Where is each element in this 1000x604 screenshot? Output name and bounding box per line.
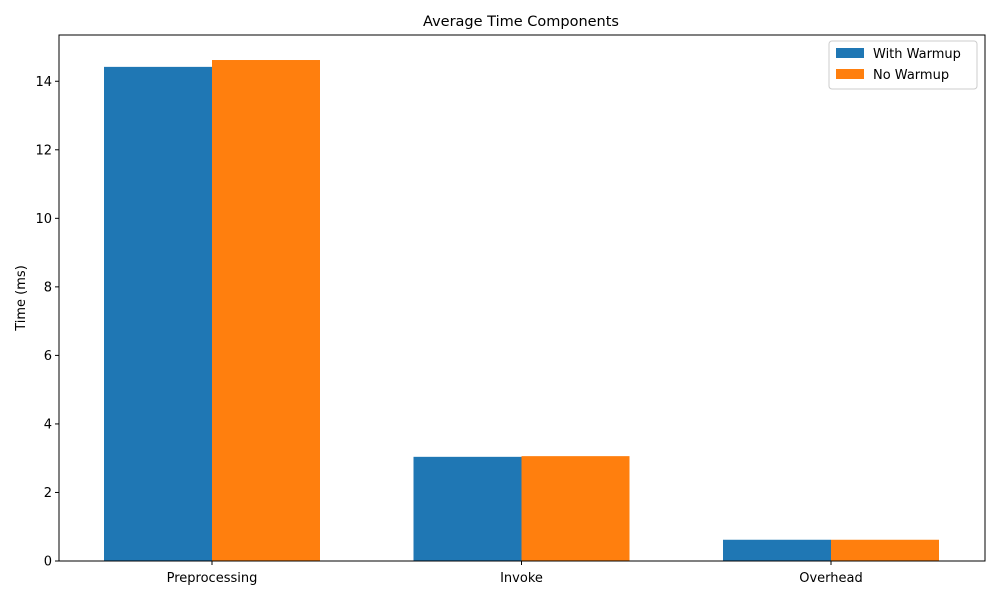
y-tick-label: 2 (44, 486, 52, 501)
legend-box (828, 40, 978, 90)
bar-with-warmup-invoke (413, 456, 522, 561)
legend-label: No Warmup (873, 68, 949, 83)
x-tick-label-overhead: Overhead (799, 571, 863, 586)
y-axis-label: Time (ms) (14, 265, 29, 332)
bars-layer (104, 60, 939, 561)
chart-title: Average Time Components (423, 14, 619, 30)
x-tick-label-preprocessing: Preprocessing (167, 571, 258, 586)
axes-layer: 0 2 4 6 8 10 12 14 Preprocessing Invoke Overhead (35, 34, 986, 586)
bar-with-warmup-preprocessing (104, 66, 212, 561)
y-tick-label: 6 (44, 349, 52, 364)
x-tick-label-invoke: Invoke (500, 571, 543, 586)
legend: With Warmup No Warmup (828, 40, 978, 90)
legend-swatch (836, 69, 864, 79)
legend-swatch (836, 48, 864, 58)
bar-no-warmup-preprocessing (212, 60, 320, 561)
bar-no-warmup-overhead (831, 539, 939, 561)
y-tick-label: 14 (35, 75, 52, 90)
y-tick-label: 12 (35, 143, 52, 158)
bar-with-warmup-overhead (723, 539, 831, 561)
y-tick-label: 0 (44, 555, 52, 570)
legend-label: With Warmup (873, 47, 961, 62)
y-tick-label: 4 (44, 417, 52, 432)
y-tick-label: 10 (35, 212, 52, 227)
bar-no-warmup-invoke (521, 456, 630, 561)
y-tick-label: 8 (44, 280, 52, 295)
